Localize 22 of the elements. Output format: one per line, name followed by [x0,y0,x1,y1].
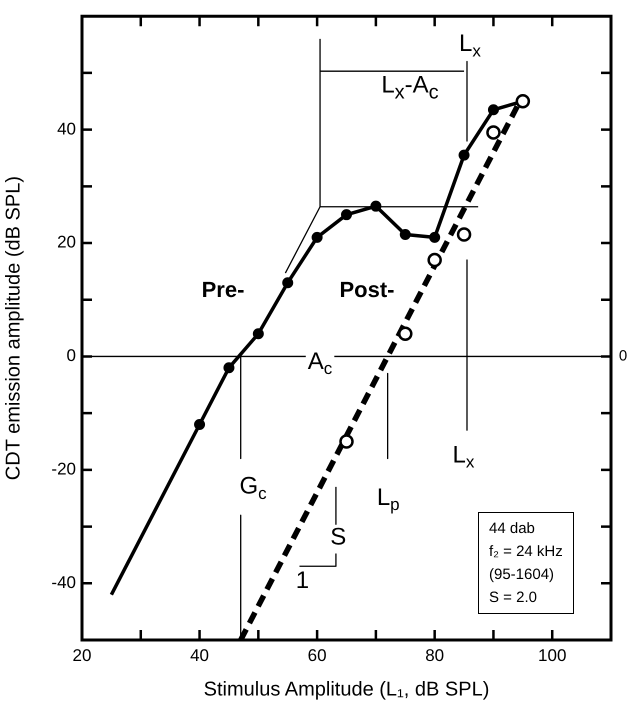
x-tick-label: 20 [72,646,92,665]
y-tick-label: -40 [51,572,76,592]
y-tick-label: 0 [66,346,76,366]
annotation: Pre- [202,277,244,302]
annotation: (95-1604) [489,565,556,585]
ref-line-label: 0 [618,348,628,365]
y-axis-title: CDT emission amplitude (dB SPL) [2,176,25,480]
annotation: 1 [296,567,310,594]
y-tick-label: 20 [57,232,76,252]
y-tick-label: -20 [51,460,76,479]
x-axis-title: Stimulus Amplitude (L₁, dB SPL) [204,678,490,701]
x-tick-label: 40 [190,646,210,665]
annotation: f₂ = 24 kHz [489,542,563,562]
annotation: S [330,524,346,551]
y-tick-label: 40 [57,119,76,138]
annotation: S = 2.0 [489,588,538,608]
x-tick-label: 100 [538,646,566,665]
annotation: Post- [340,277,394,302]
x-tick-label: 60 [308,646,327,665]
annotation: 44 dab [489,519,536,539]
x-tick-label: 80 [425,646,444,665]
annotation: L$_{x}$-A$_{c}$ [381,72,439,104]
